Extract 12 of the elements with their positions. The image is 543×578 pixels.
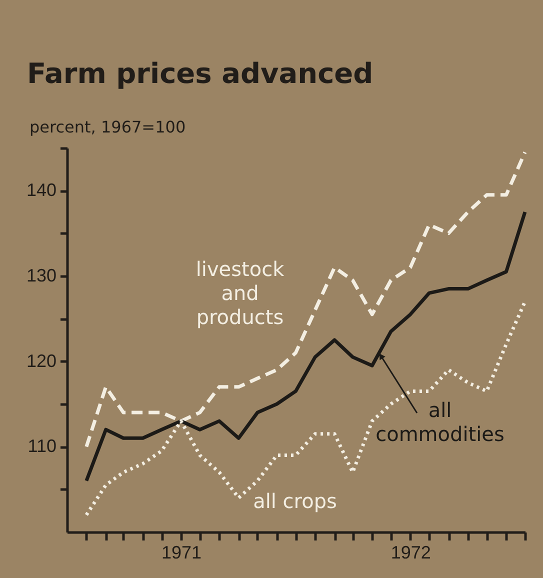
x-tick-label: 1972 bbox=[390, 542, 431, 562]
chart-title: Farm prices advanced bbox=[27, 57, 374, 90]
series-label: all crops bbox=[253, 489, 337, 513]
y-tick-label: 120 bbox=[26, 350, 56, 371]
y-tick-label: 140 bbox=[26, 180, 56, 200]
y-tick-label: 130 bbox=[26, 266, 56, 286]
line-series bbox=[84, 210, 527, 483]
y-axis-title: percent, 1967=100 bbox=[30, 118, 186, 136]
series-label: all commodities bbox=[376, 398, 504, 446]
x-tick-label: 1971 bbox=[162, 542, 202, 562]
y-tick-label: 110 bbox=[28, 436, 56, 456]
series-label: livestock and products bbox=[196, 257, 285, 329]
